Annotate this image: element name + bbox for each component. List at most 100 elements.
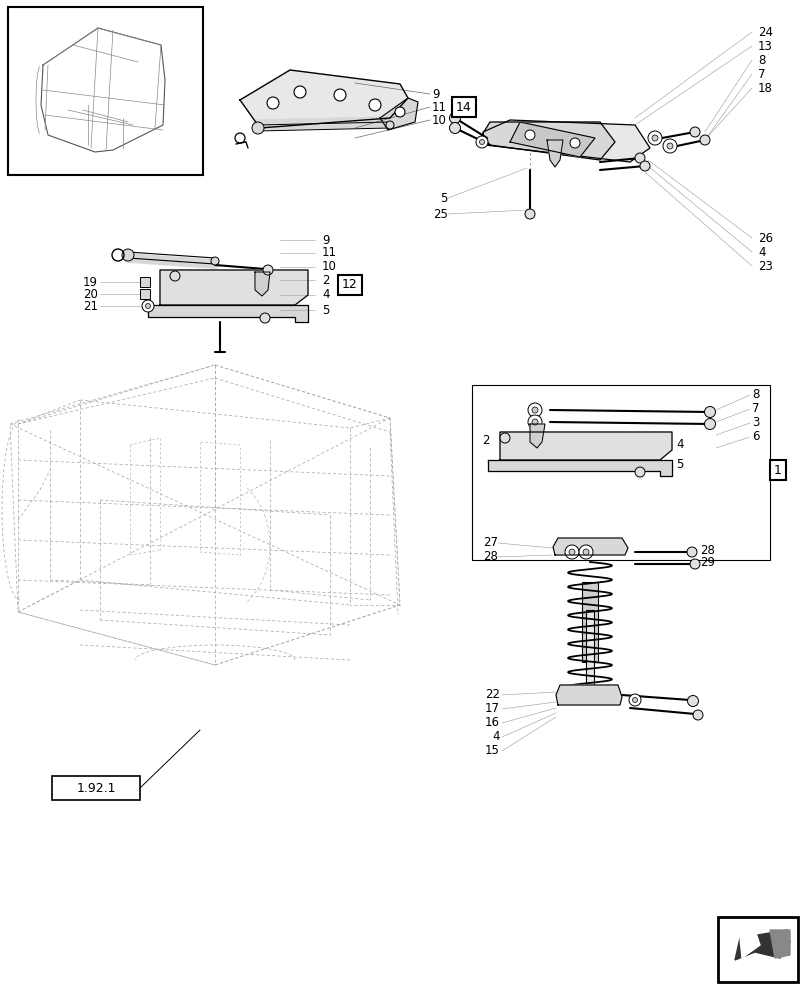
Circle shape xyxy=(169,271,180,281)
Polygon shape xyxy=(734,930,789,960)
Polygon shape xyxy=(148,305,307,322)
Circle shape xyxy=(569,549,574,555)
Circle shape xyxy=(687,696,697,706)
Text: 25: 25 xyxy=(432,208,448,221)
Circle shape xyxy=(145,304,150,308)
Circle shape xyxy=(263,265,272,275)
Circle shape xyxy=(531,407,538,413)
Polygon shape xyxy=(380,98,418,130)
Circle shape xyxy=(394,107,405,117)
Polygon shape xyxy=(255,272,270,296)
Text: 5: 5 xyxy=(322,304,329,316)
Circle shape xyxy=(527,403,541,417)
Circle shape xyxy=(294,86,306,98)
Circle shape xyxy=(663,139,676,153)
Circle shape xyxy=(686,547,696,557)
Circle shape xyxy=(629,694,640,706)
Text: 29: 29 xyxy=(699,556,714,568)
Circle shape xyxy=(475,136,487,148)
Circle shape xyxy=(385,121,393,129)
Text: 18: 18 xyxy=(757,82,772,95)
Circle shape xyxy=(479,140,484,145)
Polygon shape xyxy=(739,930,759,958)
Polygon shape xyxy=(240,70,407,128)
Text: 4: 4 xyxy=(757,245,765,258)
Text: 7: 7 xyxy=(757,68,765,81)
Bar xyxy=(139,289,150,299)
Text: 10: 10 xyxy=(322,260,337,273)
Text: 27: 27 xyxy=(483,536,497,550)
Text: 4: 4 xyxy=(492,730,500,743)
Text: 15: 15 xyxy=(484,744,500,758)
Circle shape xyxy=(647,131,661,145)
Text: 11: 11 xyxy=(431,101,446,114)
Bar xyxy=(8,7,203,175)
Polygon shape xyxy=(547,140,562,167)
Bar xyxy=(471,385,769,560)
Text: 17: 17 xyxy=(484,702,500,715)
Text: 21: 21 xyxy=(83,300,98,312)
Circle shape xyxy=(211,257,219,265)
Text: 28: 28 xyxy=(699,544,714,556)
Circle shape xyxy=(449,122,460,134)
Text: 1: 1 xyxy=(773,464,781,477)
Bar xyxy=(717,917,797,982)
Text: 1.92.1: 1.92.1 xyxy=(76,782,116,794)
Text: 23: 23 xyxy=(757,259,772,272)
Circle shape xyxy=(699,135,709,145)
Circle shape xyxy=(525,209,534,219)
Circle shape xyxy=(639,161,649,171)
Text: 16: 16 xyxy=(484,716,500,729)
Text: 6: 6 xyxy=(751,430,758,444)
Text: 8: 8 xyxy=(757,54,765,67)
Text: 13: 13 xyxy=(757,40,772,53)
Text: 14: 14 xyxy=(456,101,471,114)
Text: 12: 12 xyxy=(341,278,358,292)
Circle shape xyxy=(704,418,714,430)
Text: 2: 2 xyxy=(322,273,329,286)
Circle shape xyxy=(251,122,264,134)
Circle shape xyxy=(704,406,714,418)
Text: 9: 9 xyxy=(322,233,329,246)
Text: 28: 28 xyxy=(483,550,497,564)
Circle shape xyxy=(525,130,534,140)
Circle shape xyxy=(368,99,380,111)
Circle shape xyxy=(122,249,134,261)
Circle shape xyxy=(689,127,699,137)
Circle shape xyxy=(569,138,579,148)
Bar xyxy=(586,610,594,700)
Text: 22: 22 xyxy=(484,688,500,702)
Circle shape xyxy=(260,313,270,323)
Circle shape xyxy=(578,545,592,559)
Polygon shape xyxy=(552,538,627,555)
Bar xyxy=(52,776,139,800)
Circle shape xyxy=(634,467,644,477)
Text: 19: 19 xyxy=(83,275,98,288)
Circle shape xyxy=(632,698,637,702)
Text: 11: 11 xyxy=(322,246,337,259)
Text: 4: 4 xyxy=(322,288,329,302)
Polygon shape xyxy=(500,432,672,460)
Circle shape xyxy=(666,143,672,149)
Circle shape xyxy=(531,419,538,425)
Circle shape xyxy=(527,415,541,429)
Text: 7: 7 xyxy=(751,402,758,416)
Text: 24: 24 xyxy=(757,26,772,39)
Polygon shape xyxy=(769,930,789,958)
Circle shape xyxy=(651,135,657,141)
Text: 10: 10 xyxy=(431,114,446,127)
Circle shape xyxy=(564,545,578,559)
Polygon shape xyxy=(556,685,621,705)
Circle shape xyxy=(692,710,702,720)
Polygon shape xyxy=(482,122,614,160)
Polygon shape xyxy=(509,122,594,157)
Circle shape xyxy=(142,300,154,312)
Text: 26: 26 xyxy=(757,232,772,244)
Circle shape xyxy=(689,559,699,569)
Text: 9: 9 xyxy=(431,88,439,101)
Circle shape xyxy=(267,97,279,109)
Polygon shape xyxy=(487,460,672,476)
Bar xyxy=(139,277,150,287)
Text: 8: 8 xyxy=(751,388,758,401)
Circle shape xyxy=(333,89,345,101)
